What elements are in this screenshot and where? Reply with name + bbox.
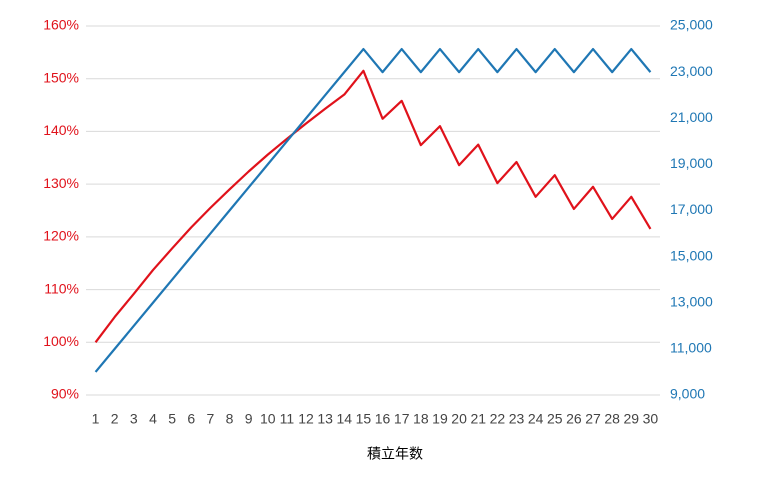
y2-tick-label: 23,000 [670, 63, 713, 79]
x-tick-label: 15 [356, 411, 372, 427]
x-tick-label: 18 [413, 411, 429, 427]
x-tick-label: 2 [111, 411, 119, 427]
x-tick-label: 14 [337, 411, 353, 427]
y-tick-label: 160% [43, 17, 79, 33]
y-tick-label: 90% [51, 386, 79, 402]
y2-tick-label: 17,000 [670, 201, 713, 217]
x-tick-label: 28 [604, 411, 620, 427]
x-tick-label: 11 [280, 411, 295, 427]
x-tick-label: 16 [375, 411, 391, 427]
y-tick-label: 150% [43, 69, 79, 85]
x-tick-label: 20 [451, 411, 467, 427]
x-tick-label: 6 [187, 411, 195, 427]
y-tick-label: 130% [43, 175, 79, 191]
y2-tick-label: 19,000 [670, 155, 713, 171]
y2-tick-label: 9,000 [670, 386, 705, 402]
x-tick-label: 7 [206, 411, 214, 427]
x-tick-label: 21 [470, 411, 486, 427]
y-tick-label: 100% [43, 333, 79, 349]
y-tick-label: 110% [44, 280, 79, 296]
x-tick-label: 1 [92, 411, 100, 427]
x-tick-label: 8 [226, 411, 234, 427]
x-tick-label: 30 [643, 411, 659, 427]
x-tick-label: 13 [317, 411, 333, 427]
y2-tick-label: 15,000 [670, 247, 713, 263]
y2-tick-label: 25,000 [670, 17, 713, 33]
x-tick-label: 25 [547, 411, 563, 427]
x-tick-label: 26 [566, 411, 582, 427]
data-line [94, 47, 652, 373]
x-tick-label: 29 [624, 411, 640, 427]
y2-tick-label: 11,000 [670, 340, 712, 356]
x-tick-label: 4 [149, 411, 157, 427]
x-tick-label: 5 [168, 411, 176, 427]
x-tick-label: 19 [432, 411, 448, 427]
x-tick-label: 22 [490, 411, 506, 427]
x-tick-label: 24 [528, 411, 544, 427]
y2-tick-label: 21,000 [670, 109, 713, 125]
x-tick-label: 3 [130, 411, 138, 427]
x-tick-label: 10 [260, 411, 276, 427]
x-tick-label: 17 [394, 411, 410, 427]
y-tick-label: 120% [43, 228, 79, 244]
data-line [94, 69, 652, 343]
x-tick-label: 27 [585, 411, 601, 427]
x-tick-label: 12 [298, 411, 314, 427]
x-tick-label: 23 [509, 411, 525, 427]
y2-tick-label: 13,000 [670, 293, 713, 309]
y-tick-label: 140% [43, 122, 79, 138]
x-tick-label: 9 [245, 411, 253, 427]
x-axis-label: 積立年数 [367, 446, 423, 462]
